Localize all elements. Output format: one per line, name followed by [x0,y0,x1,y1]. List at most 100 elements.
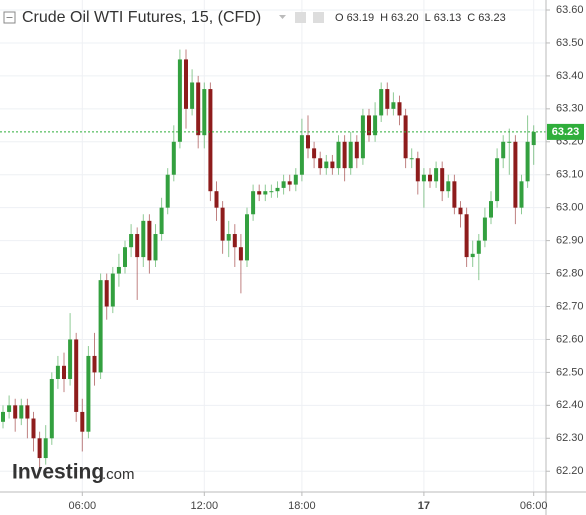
x-tick-label: 17 [418,500,430,512]
candle-body [171,141,176,175]
candle-body [458,207,463,215]
y-tick-label: 63.50 [556,37,584,49]
x-tick-label: 06:00 [69,500,97,512]
y-tick-label: 62.40 [556,399,584,411]
candle-body [80,411,85,432]
x-tick-label: 18:00 [288,500,316,512]
candle-body [135,234,140,258]
price-label: 63.23 [552,126,580,138]
candle-body [159,207,164,235]
candle-body [184,59,188,109]
candle-body [373,115,378,136]
settings-icon[interactable] [295,12,306,23]
candle-body [348,141,353,169]
candle-body [196,82,201,136]
candle-body [293,174,298,185]
candle-body [318,158,323,169]
candle-body [49,378,54,439]
candle-body [421,174,426,182]
x-tick-label: 12:00 [191,500,219,512]
y-tick-label: 63.00 [556,202,584,214]
candle-body [55,365,60,379]
candle-body [367,115,371,136]
y-tick-label: 62.90 [556,235,584,247]
candle-body [519,181,524,208]
candle-body [482,217,487,241]
candle-body [165,174,170,208]
y-tick-label: 63.60 [556,4,584,16]
chart-title: Crude Oil WTI Futures, 15, (CFD) [22,9,261,26]
candle-body [287,181,292,185]
candle-body [391,102,396,109]
candle-body [342,141,347,169]
ohlc-key: C [467,12,475,24]
candle-body [110,273,115,307]
candle-body [208,89,213,192]
candle-body [428,174,432,182]
candle-body [354,141,359,159]
collapse-icon[interactable] [3,11,16,24]
watermark-suffix: .com [102,466,135,483]
candle-body [513,141,518,208]
candle-body [177,59,182,142]
y-tick-label: 63.40 [556,70,584,82]
candle-body [92,355,97,373]
candle-body [269,191,274,193]
candle-body [74,339,79,412]
candles [0,49,546,472]
y-tick-label: 62.70 [556,300,584,312]
candle-body [275,187,280,192]
candle-body [98,280,103,373]
ohlc-value: 63.19 [347,12,375,24]
candle-body [104,280,109,307]
candle-body [19,405,24,419]
candle-body [86,355,91,432]
candle-body [434,168,439,182]
candle-body [452,181,457,208]
candle-body [385,89,390,109]
y-tick-label: 62.80 [556,267,584,279]
candle-body [397,102,402,116]
candle-body [62,365,66,379]
y-tick-label: 63.30 [556,103,584,115]
y-tick-label: 63.10 [556,169,584,181]
y-tick-label: 62.50 [556,366,584,378]
candle-body [379,89,384,116]
candle-body [415,158,420,182]
y-tick-label: 62.60 [556,333,584,345]
candle-body [129,234,134,248]
ohlc-key: H [380,12,388,24]
candle-body [409,158,414,160]
ohlc-value: 63.13 [434,12,462,24]
candle-body [13,405,18,419]
candle-body [403,115,408,159]
candle-body [440,168,445,192]
ohlc-value: 63.20 [391,12,419,24]
candle-body [116,266,121,274]
price-label-box [547,123,584,140]
y-tick-label: 62.20 [556,465,584,477]
candle-body [25,405,30,419]
ohlc-key: L [425,12,431,24]
y-tick-label: 62.30 [556,432,584,444]
candle-body [476,240,481,254]
dropdown-icon[interactable] [279,15,286,19]
candle-body [68,339,73,379]
hide-icon[interactable] [313,12,324,23]
candle-body [330,161,335,169]
candle-body [245,214,249,261]
candle-body [37,438,42,459]
candle-body [238,247,243,261]
candle-body [190,82,195,109]
candle-body [470,253,475,258]
candle-body [299,135,304,175]
candle-body [232,234,237,248]
candle-body [360,115,365,159]
candle-body [147,220,152,261]
candle-body [531,131,536,146]
candle-body [123,247,127,267]
candle-body [464,214,469,258]
candle-body [336,141,341,169]
candle-body [495,158,500,202]
axes: 63.60 63.50 63.40 63.30 63.20 63.10 63.00 62.90… [69,4,584,512]
